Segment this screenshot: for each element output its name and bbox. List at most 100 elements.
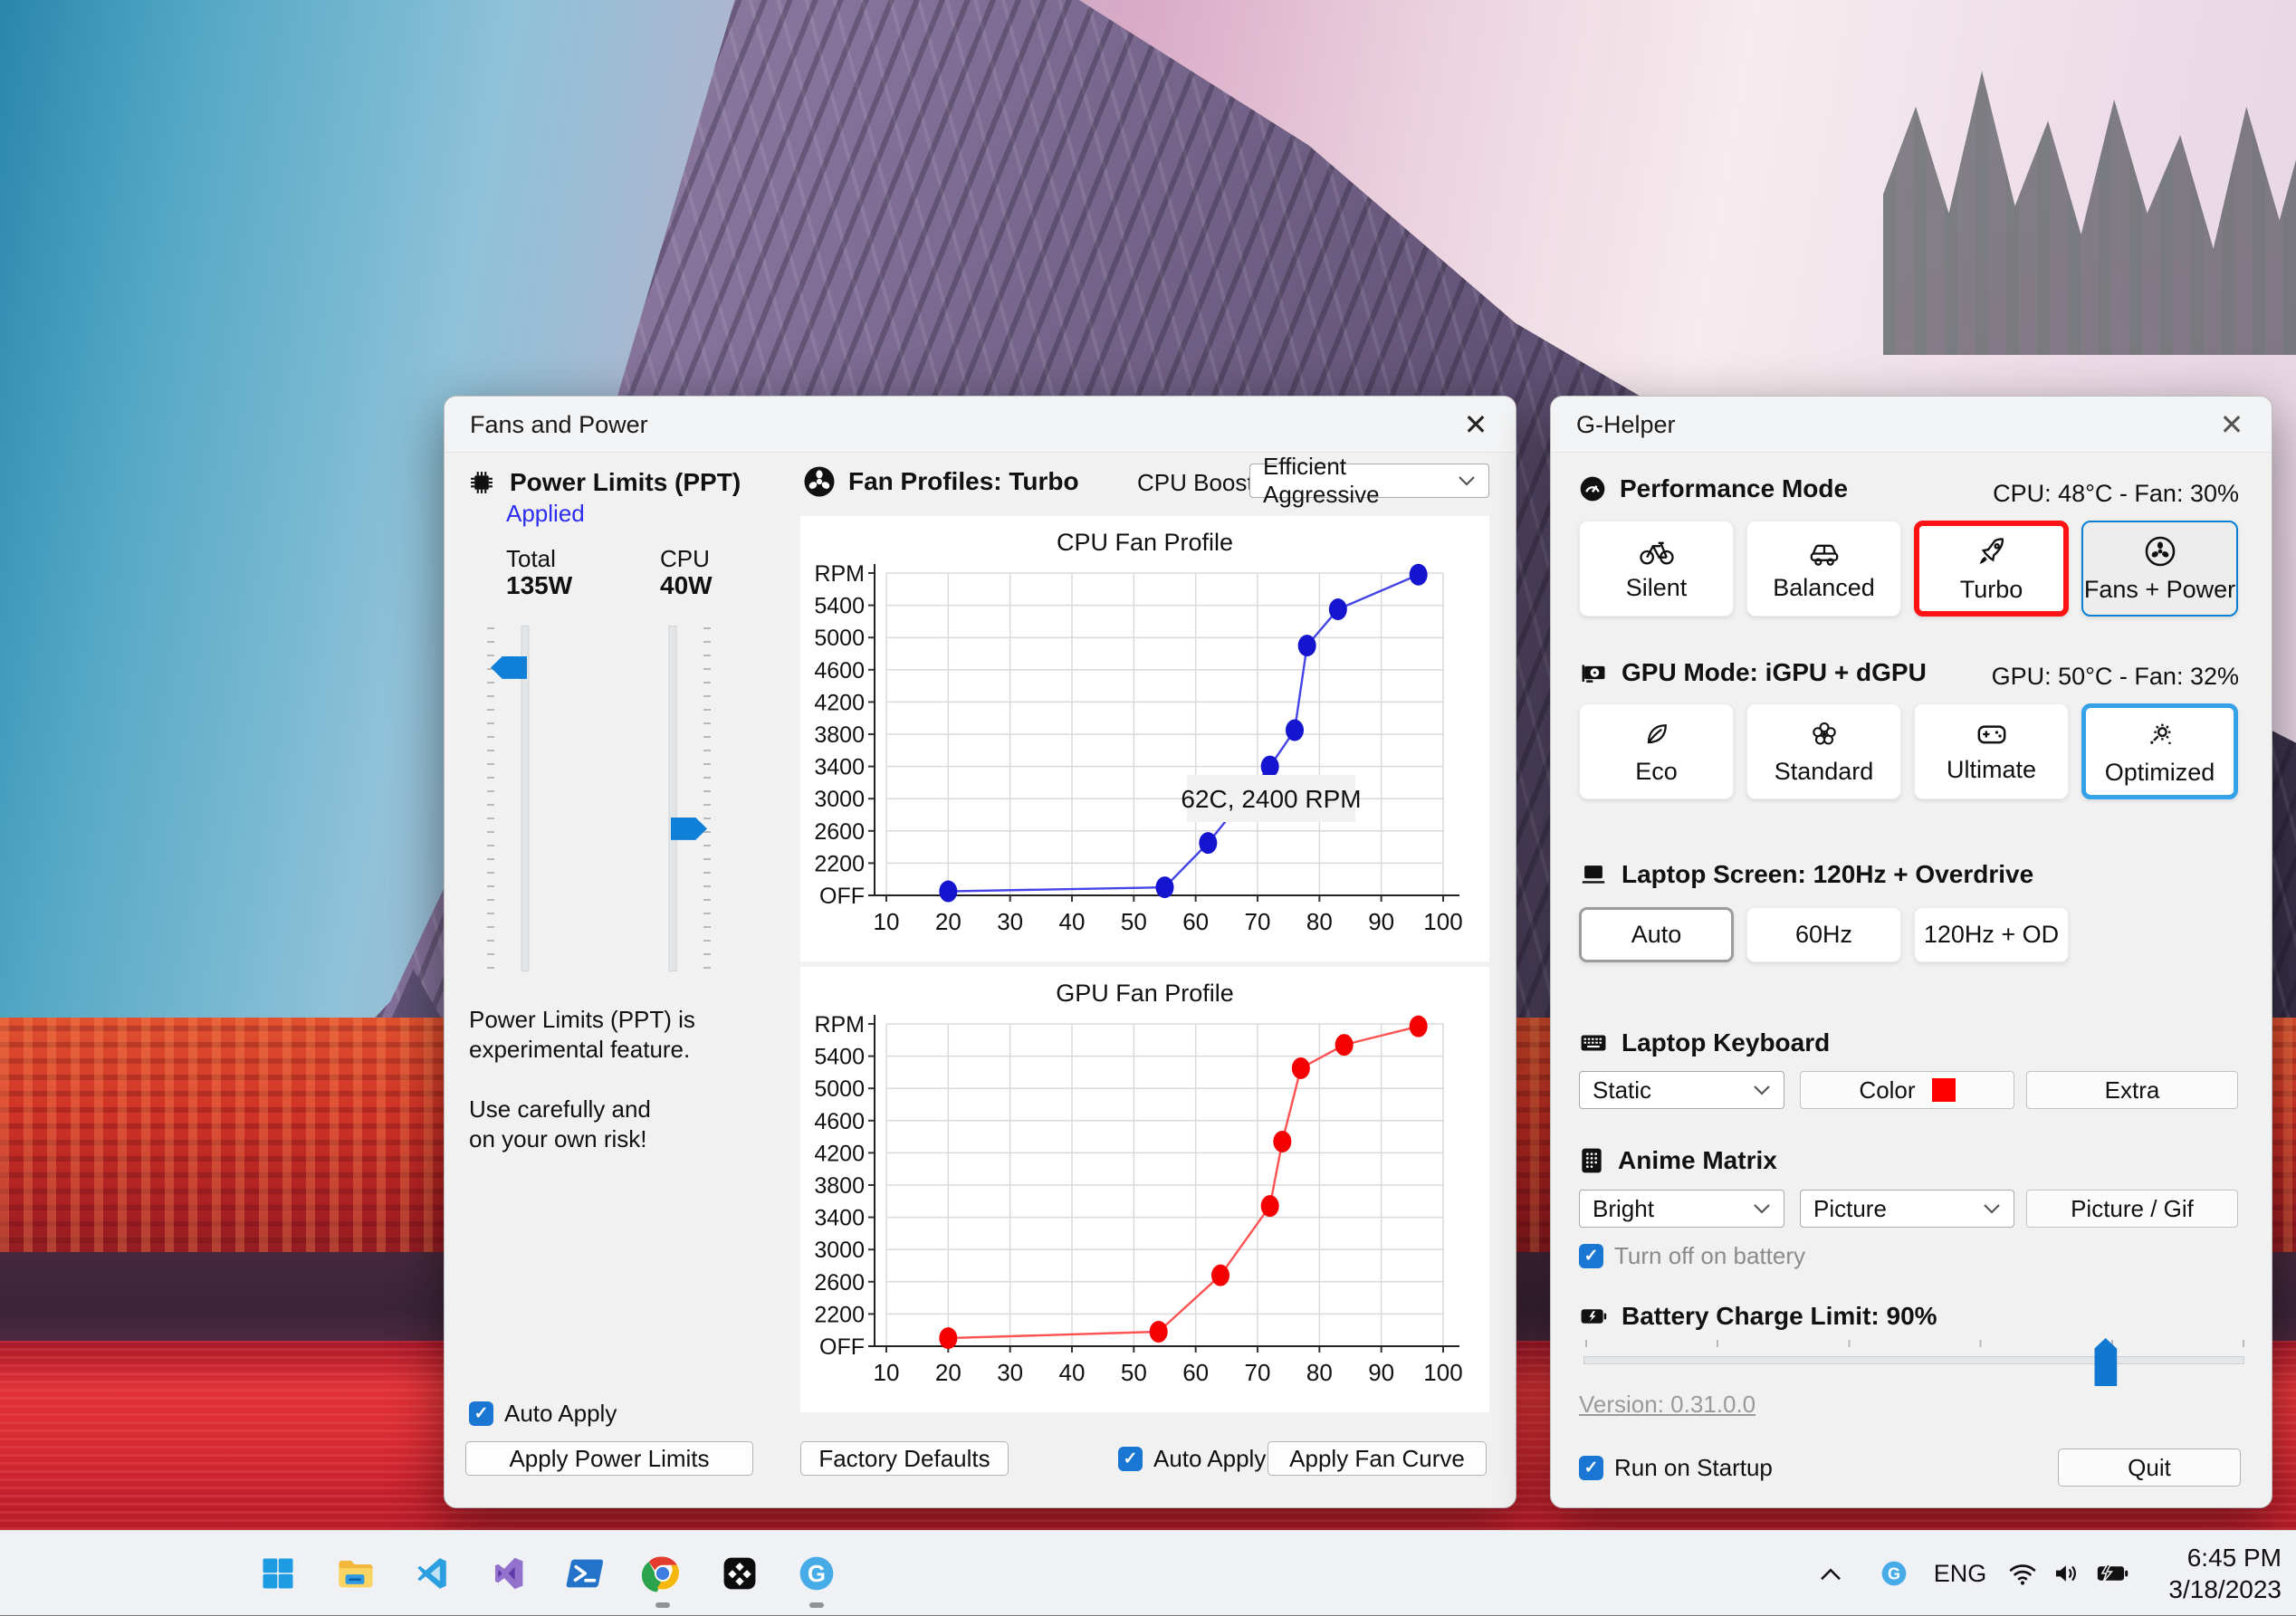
gpu-eco-label: Eco: [1635, 758, 1678, 786]
auto-apply-power-checkbox[interactable]: ✓: [469, 1401, 493, 1426]
svg-text:2600: 2600: [814, 819, 865, 845]
total-slider-thumb[interactable]: [491, 656, 527, 679]
anime-matrix-title: Anime Matrix: [1618, 1146, 1777, 1175]
tidal-button[interactable]: [713, 1546, 767, 1601]
power-limits-warning: Power Limits (PPT) is experimental featu…: [469, 1005, 768, 1154]
gpu-standard-button[interactable]: Standard: [1746, 703, 1901, 799]
battery-bolt-icon: [1578, 1305, 1609, 1328]
mode-balanced-label: Balanced: [1773, 574, 1875, 602]
mode-fans-power-button[interactable]: Fans + Power: [2081, 521, 2238, 617]
battery-slider-thumb[interactable]: [2094, 1338, 2117, 1386]
gpu-ultimate-button[interactable]: Ultimate: [1914, 703, 2069, 799]
close-icon[interactable]: ✕: [1452, 404, 1499, 445]
tray-chevron-up[interactable]: [1811, 1531, 1851, 1616]
total-value: 135W: [506, 571, 572, 600]
mode-balanced-button[interactable]: Balanced: [1746, 521, 1901, 617]
cpu-slider-thumb[interactable]: [671, 818, 707, 840]
gpu-mode-title: GPU Mode: iGPU + dGPU: [1622, 658, 1927, 687]
svg-text:100: 100: [1423, 1359, 1462, 1386]
matrix-brightness-select[interactable]: Bright: [1579, 1190, 1784, 1228]
svg-text:3400: 3400: [814, 1206, 865, 1231]
applied-link[interactable]: Applied: [506, 500, 585, 528]
chrome-icon: [642, 1553, 684, 1594]
chrome-button[interactable]: [636, 1546, 690, 1601]
svg-text:70: 70: [1245, 908, 1271, 935]
cpu-boost-select[interactable]: Efficient Aggressive: [1249, 464, 1489, 498]
screen-auto-button[interactable]: Auto: [1579, 907, 1734, 962]
svg-text:5000: 5000: [814, 626, 865, 651]
svg-text:90: 90: [1368, 1359, 1394, 1386]
svg-text:G: G: [1888, 1564, 1900, 1583]
tray-clock[interactable]: 6:45 PM 3/18/2023: [2168, 1531, 2282, 1616]
auto-apply-fan-checkbox[interactable]: ✓: [1118, 1447, 1143, 1471]
factory-defaults-button[interactable]: Factory Defaults: [800, 1441, 1009, 1476]
tray-g-helper[interactable]: G: [1876, 1531, 1912, 1616]
mode-fans-power-label: Fans + Power: [2084, 576, 2235, 604]
tray-battery[interactable]: [2090, 1531, 2135, 1616]
matrix-running-select[interactable]: Picture: [1800, 1190, 2014, 1228]
tidal-icon: [720, 1554, 760, 1593]
auto-apply-fan-row: ✓ Auto Apply: [1118, 1445, 1266, 1473]
svg-text:G: G: [808, 1562, 826, 1587]
laptop-screen-header: Laptop Screen: 120Hz + Overdrive: [1578, 860, 2033, 889]
cpu-boost-label: CPU Boost: [1137, 469, 1254, 497]
svg-text:60: 60: [1182, 908, 1209, 935]
speaker-icon: [2052, 1560, 2082, 1587]
turn-off-on-battery-checkbox[interactable]: ✓: [1579, 1244, 1603, 1268]
mode-turbo-button[interactable]: Turbo: [1914, 521, 2069, 617]
gpu-icon: [1578, 657, 1609, 688]
ghelper-titlebar[interactable]: G-Helper ✕: [1551, 397, 2272, 453]
keyboard-mode-select[interactable]: Static: [1579, 1071, 1784, 1109]
anime-matrix-header: Anime Matrix: [1578, 1146, 1777, 1175]
laptop-icon: [1578, 861, 1609, 888]
start-button[interactable]: [251, 1546, 305, 1601]
running-indicator: [655, 1602, 670, 1608]
gpu-eco-button[interactable]: Eco: [1579, 703, 1734, 799]
screen-120hz-button[interactable]: 120Hz + OD: [1914, 907, 2069, 962]
screen-60hz-button[interactable]: 60Hz: [1746, 907, 1901, 962]
fan-outline-icon: [2143, 534, 2177, 569]
battery-limit-title: Battery Charge Limit: 90%: [1622, 1302, 1937, 1331]
file-explorer-icon: [334, 1553, 376, 1594]
svg-text:40: 40: [1059, 1359, 1086, 1386]
keyboard-extra-button[interactable]: Extra: [2026, 1071, 2238, 1109]
version-link[interactable]: Version: 0.31.0.0: [1579, 1391, 1755, 1419]
total-power-slider[interactable]: [484, 626, 566, 971]
close-icon[interactable]: ✕: [2208, 404, 2255, 445]
apply-power-limits-button[interactable]: Apply Power Limits: [465, 1441, 753, 1476]
gpu-temp-status: GPU: 50°C - Fan: 32%: [1992, 663, 2239, 691]
run-on-startup-checkbox[interactable]: ✓: [1579, 1456, 1603, 1480]
battery-slider[interactable]: [1583, 1338, 2244, 1386]
g-helper-taskbar-button[interactable]: G: [789, 1546, 844, 1601]
keyboard-color-button[interactable]: Color: [1800, 1071, 2014, 1109]
turn-off-on-battery-label: Turn off on battery: [1614, 1242, 1805, 1270]
tray-language[interactable]: ENG: [1928, 1531, 1992, 1616]
tray-time: 6:45 PM: [2168, 1542, 2282, 1573]
svg-text:20: 20: [935, 908, 961, 935]
chevron-down-icon: [1983, 1203, 2001, 1214]
matrix-picture-gif-button[interactable]: Picture / Gif: [2026, 1190, 2238, 1228]
visual-studio-button[interactable]: [482, 1546, 536, 1601]
screen-60hz-label: 60Hz: [1795, 921, 1852, 949]
apply-fan-curve-button[interactable]: Apply Fan Curve: [1268, 1441, 1487, 1476]
vscode-button[interactable]: [405, 1546, 459, 1601]
svg-text:50: 50: [1121, 908, 1147, 935]
svg-text:GPU Fan Profile: GPU Fan Profile: [1056, 980, 1234, 1007]
cpu-slider-track[interactable]: [669, 626, 677, 971]
cpu-value: 40W: [660, 571, 713, 600]
cpu-power-slider[interactable]: [632, 626, 713, 971]
fans-window-titlebar[interactable]: Fans and Power ✕: [445, 397, 1516, 453]
running-indicator: [809, 1602, 824, 1608]
tray-volume[interactable]: [2046, 1531, 2088, 1616]
file-explorer-button[interactable]: [328, 1546, 382, 1601]
tray-wifi[interactable]: [2001, 1531, 2044, 1616]
cpu-boost-value: Efficient Aggressive: [1263, 453, 1458, 509]
quit-button[interactable]: Quit: [2058, 1449, 2241, 1487]
gpu-optimized-button[interactable]: Optimized: [2081, 703, 2238, 799]
car-icon: [1806, 536, 1842, 567]
mode-silent-button[interactable]: Silent: [1579, 521, 1734, 617]
powershell-button[interactable]: [559, 1546, 613, 1601]
svg-text:5400: 5400: [814, 1045, 865, 1070]
